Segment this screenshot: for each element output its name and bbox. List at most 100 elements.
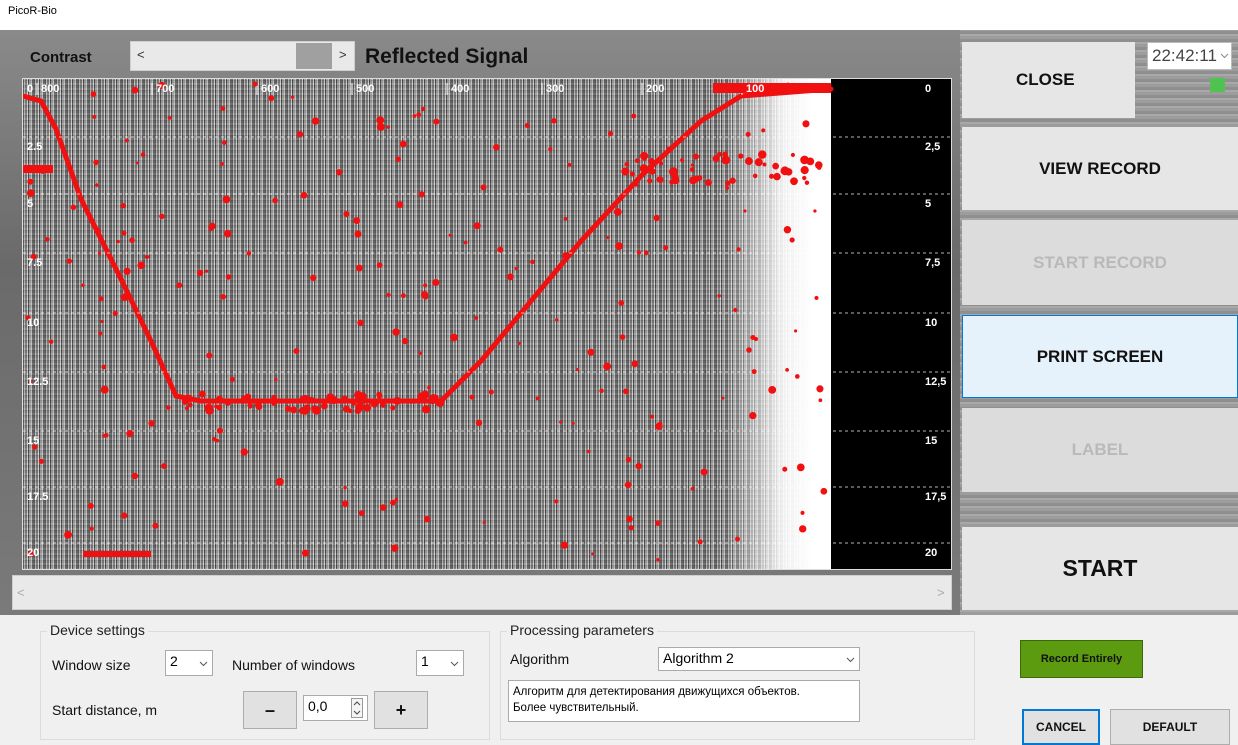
range-label: 800	[41, 83, 59, 95]
echo-dot	[230, 377, 235, 382]
view-record-button[interactable]: VIEW RECORD	[962, 127, 1238, 210]
echo-dot	[763, 163, 767, 167]
echo-dot	[518, 342, 521, 345]
echo-dot	[701, 468, 708, 475]
minus-button[interactable]: –	[243, 691, 297, 729]
slider-right[interactable]: >	[339, 47, 347, 62]
echo-dot	[402, 338, 408, 344]
echo-dot	[104, 433, 108, 437]
start-button[interactable]: START	[962, 527, 1238, 610]
echo-dot	[93, 160, 98, 165]
time-text: 22:42:11	[1152, 46, 1217, 65]
cancel-button[interactable]: CANCEL	[1022, 709, 1100, 745]
echo-dot	[608, 131, 613, 136]
echo-dot	[746, 132, 751, 137]
echo-dot	[294, 348, 300, 354]
echo-dot	[419, 351, 423, 355]
print-screen-button[interactable]: PRINT SCREEN	[962, 315, 1238, 398]
echo-dot	[27, 179, 33, 185]
echo-dot	[363, 404, 371, 412]
echo-dot	[743, 209, 746, 212]
field-label: Algorithm	[510, 651, 569, 667]
range-label: 0	[27, 83, 33, 95]
echo-dot	[587, 450, 590, 453]
echo-dot	[625, 482, 632, 489]
contrast-slider[interactable]: < >	[130, 41, 355, 71]
algorithm-combo[interactable]: Algorithm 2	[658, 647, 860, 671]
echo-dot	[432, 279, 439, 286]
echo-dot	[161, 463, 167, 469]
depth-label: 10	[27, 317, 39, 329]
windows-combo[interactable]: 1	[416, 650, 464, 676]
depth-label: 7.5	[27, 257, 42, 269]
echo-dot	[717, 152, 722, 157]
depth-label: 5	[925, 198, 931, 210]
echo-dot	[95, 183, 99, 187]
slider-left[interactable]: <	[137, 47, 145, 62]
echo-dot	[799, 525, 806, 532]
scroll-left[interactable]: <	[17, 585, 25, 600]
echo-dot	[507, 273, 514, 280]
echo-dot	[395, 156, 400, 161]
echo-band	[713, 83, 831, 93]
window-size-combo[interactable]: 2	[165, 650, 213, 676]
echo-dot	[666, 147, 670, 151]
echo-dot	[795, 374, 800, 379]
record-entirely-button[interactable]: Record Entirely	[1020, 640, 1143, 678]
echo-dot	[772, 163, 779, 170]
plus-button[interactable]: +	[374, 691, 428, 729]
echo-dot	[377, 123, 385, 131]
echo-dot	[672, 177, 680, 185]
echo-dot	[814, 296, 818, 300]
echo-dot	[424, 516, 430, 522]
echo-dot	[421, 107, 425, 111]
echo-dot	[343, 486, 346, 489]
slider-thumb[interactable]	[296, 43, 332, 69]
echo-dot	[680, 158, 684, 162]
echo-dot	[390, 405, 395, 410]
echo-dot	[427, 386, 431, 390]
echo-dot	[168, 116, 172, 120]
depth-label: 20	[925, 547, 937, 559]
echo-dot	[648, 158, 655, 165]
echo-dot	[132, 87, 139, 94]
echo-dot	[391, 544, 398, 551]
echo-dot	[794, 329, 797, 332]
echo-dot	[493, 144, 500, 151]
echo-dot	[188, 403, 193, 408]
start-distance-spin[interactable]: 0,0	[303, 695, 368, 721]
echo-dot	[464, 241, 468, 245]
echo-dot	[91, 91, 97, 97]
echo-dot	[121, 512, 127, 518]
horizontal-scrollbar[interactable]: < >	[12, 575, 952, 610]
echo-dot	[354, 391, 362, 399]
echo-dot	[568, 163, 572, 167]
echo-dot	[274, 378, 277, 381]
chevron	[199, 661, 208, 667]
scroll-right[interactable]: >	[937, 585, 945, 600]
depth-label: 10	[925, 317, 937, 329]
echo-dot	[217, 428, 223, 434]
echo-dot	[637, 250, 641, 254]
echo-dot	[615, 242, 623, 250]
range-label: 600	[261, 83, 279, 95]
echo-dot	[205, 406, 213, 414]
spin-arrows[interactable]	[351, 698, 363, 718]
default-button[interactable]: DEFAULT	[1110, 709, 1230, 745]
close-button[interactable]: CLOSE	[962, 42, 1135, 118]
echo-dot	[121, 203, 126, 208]
echo-dot	[691, 163, 694, 166]
echo-dot	[659, 161, 663, 165]
echo-dot	[396, 201, 403, 208]
echo-dot	[785, 168, 793, 176]
echo-dot	[381, 403, 386, 408]
echo-dot	[343, 405, 350, 412]
echo-dot	[813, 209, 816, 212]
echo-dot	[297, 131, 303, 137]
echo-dot	[395, 498, 399, 502]
time-combo[interactable]: 22:42:11	[1147, 42, 1232, 70]
range-label: 400	[451, 83, 469, 95]
echo-dot	[626, 457, 632, 463]
echo-dot	[564, 217, 568, 221]
